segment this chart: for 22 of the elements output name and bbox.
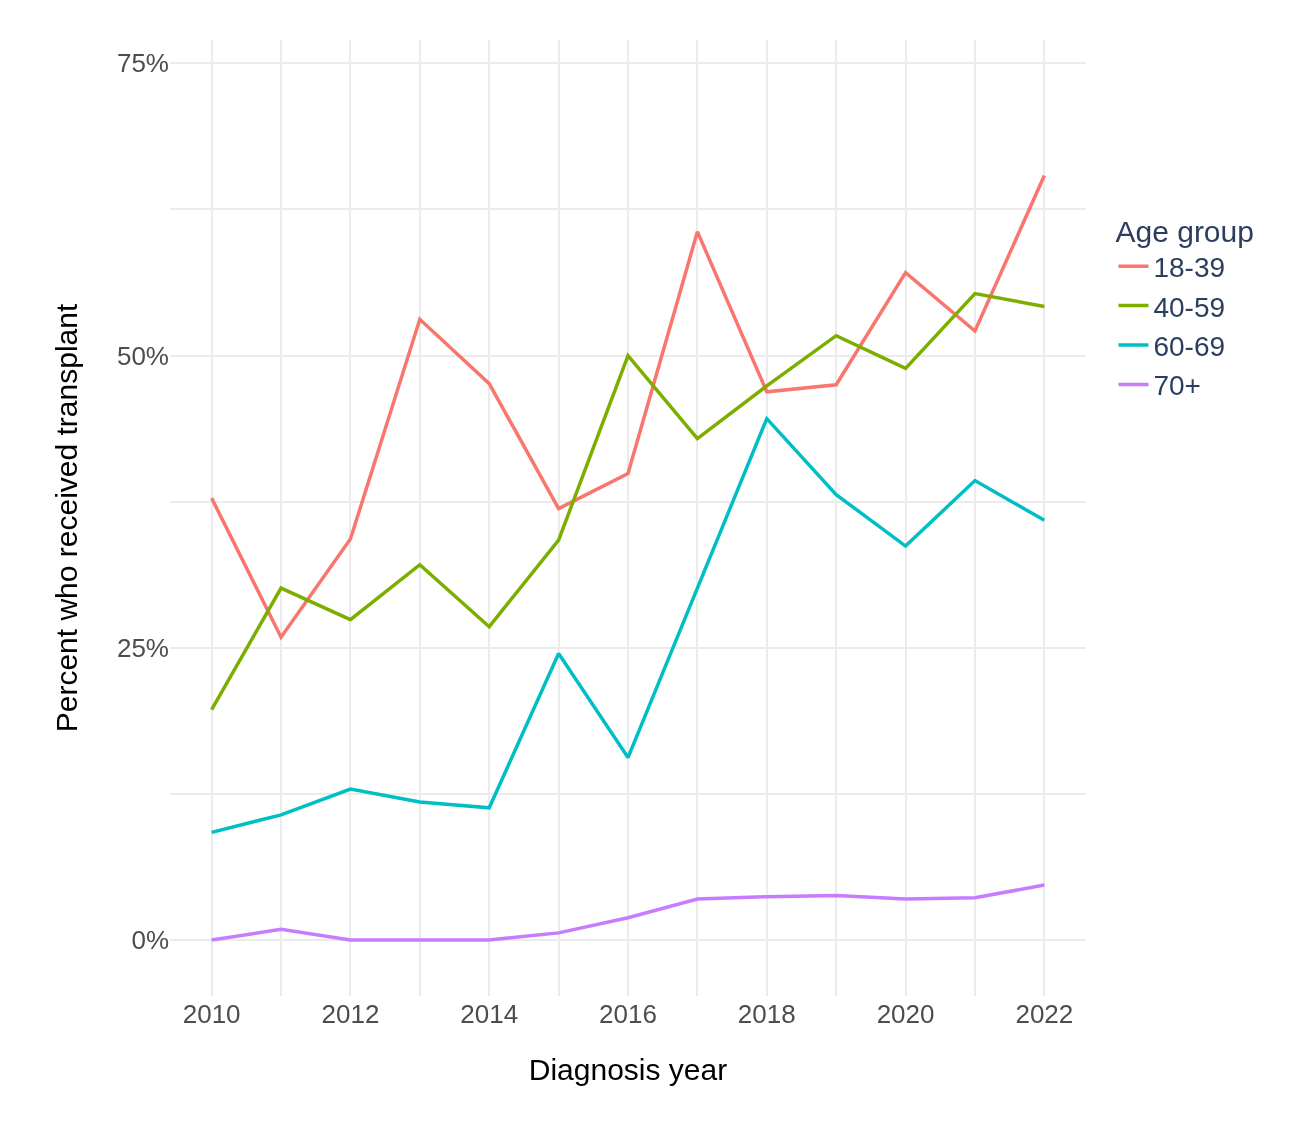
y-tick-label: 25% [116, 632, 169, 663]
x-tick-label: 2010 [182, 999, 241, 1029]
y-axis-title: Percent who received transplant [49, 303, 83, 733]
y-tick-label: 50% [116, 340, 169, 371]
x-tick-label: 2012 [321, 999, 380, 1029]
line-series [209, 173, 1047, 639]
legend-title: Age group [1115, 214, 1254, 248]
line-series [209, 291, 1047, 712]
y-tick-label: 75% [116, 48, 169, 79]
x-tick-label: 2020 [876, 999, 935, 1029]
x-tick-label: 2014 [460, 999, 519, 1029]
legend-label: 70+ [1153, 370, 1201, 402]
y-tick-label: 0% [131, 925, 169, 955]
x-tick-label: 2018 [737, 999, 796, 1029]
x-tick-label: 2022 [1015, 999, 1074, 1029]
x-axis-title: Diagnosis year [528, 1052, 728, 1086]
x-tick-label: 2016 [599, 999, 657, 1029]
line-series [209, 883, 1047, 942]
line-series [209, 416, 1047, 835]
legend-label: 60-69 [1153, 330, 1226, 362]
legend-label: 18-39 [1153, 252, 1226, 284]
legend-label: 40-59 [1153, 291, 1226, 323]
